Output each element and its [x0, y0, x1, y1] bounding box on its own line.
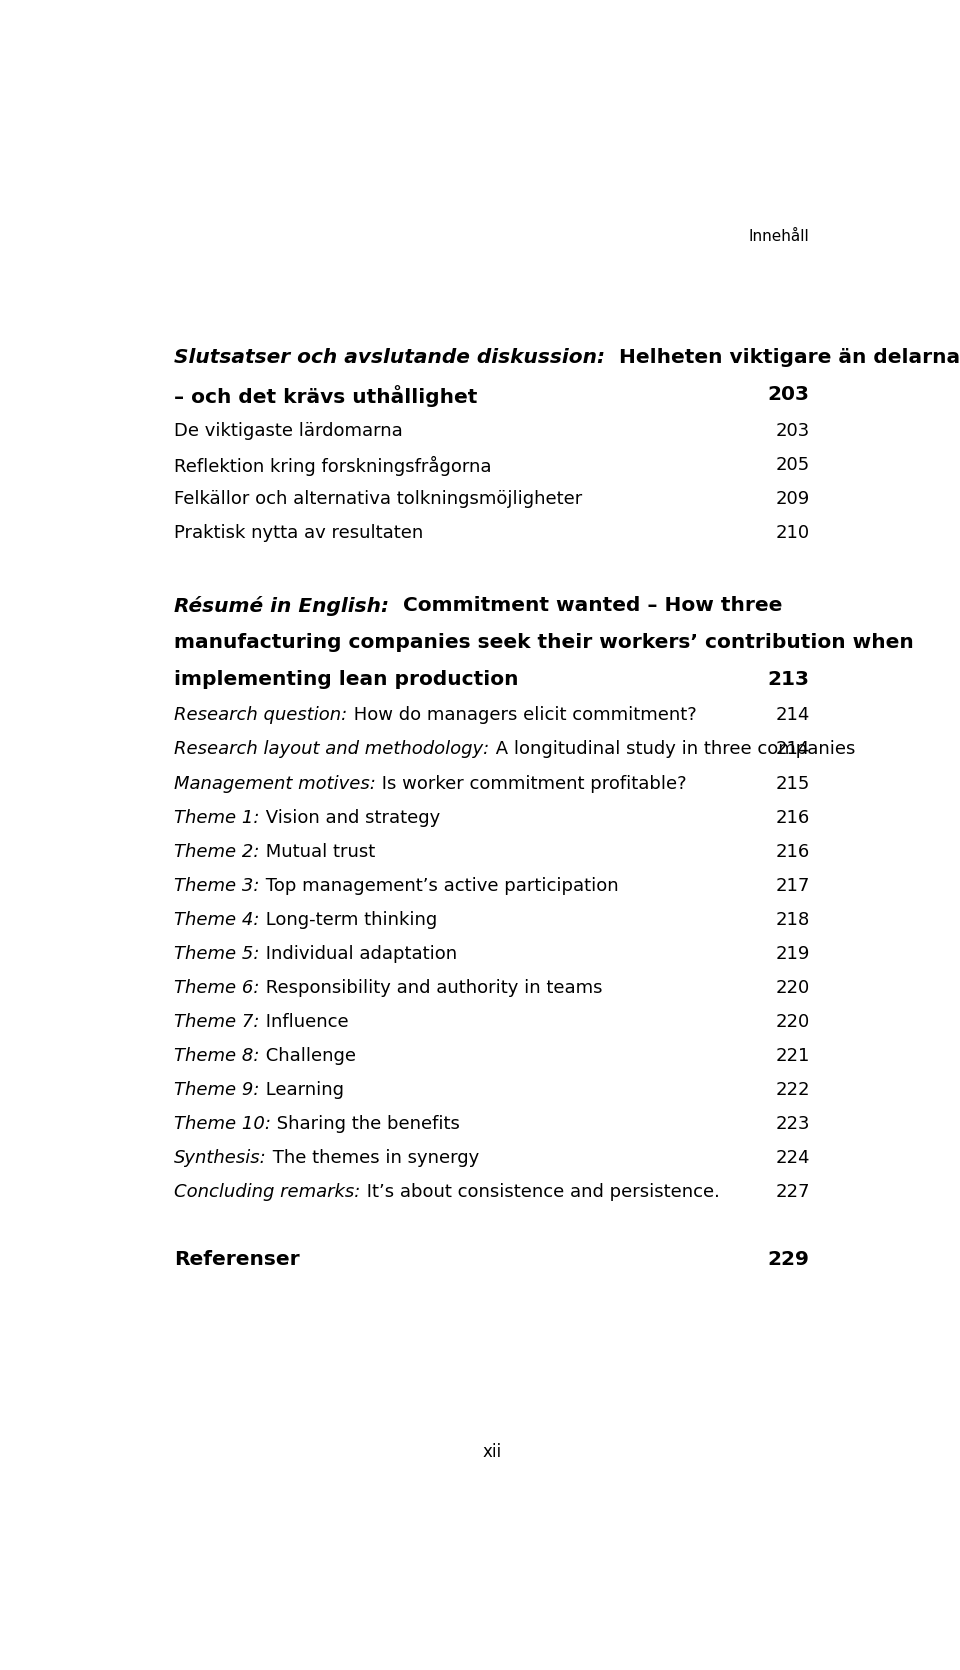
Text: Top management’s active participation: Top management’s active participation: [260, 877, 618, 895]
Text: Reflektion kring forskningsfrågorna: Reflektion kring forskningsfrågorna: [175, 456, 492, 476]
Text: Challenge: Challenge: [260, 1047, 356, 1065]
Text: Synthesis:: Synthesis:: [175, 1149, 267, 1167]
Text: Vision and strategy: Vision and strategy: [260, 808, 440, 827]
Text: 216: 216: [776, 808, 809, 827]
Text: 218: 218: [776, 910, 809, 929]
Text: 203: 203: [768, 384, 809, 404]
Text: Management motives:: Management motives:: [175, 775, 376, 793]
Text: 221: 221: [776, 1047, 809, 1065]
Text: Mutual trust: Mutual trust: [260, 843, 375, 860]
Text: 222: 222: [775, 1080, 809, 1099]
Text: 227: 227: [775, 1184, 809, 1201]
Text: 223: 223: [775, 1116, 809, 1134]
Text: Concluding remarks:: Concluding remarks:: [175, 1184, 361, 1201]
Text: implementing lean production: implementing lean production: [175, 670, 518, 688]
Text: Theme 3:: Theme 3:: [175, 877, 260, 895]
Text: 224: 224: [775, 1149, 809, 1167]
Text: Résumé in English:: Résumé in English:: [175, 596, 390, 616]
Text: Long-term thinking: Long-term thinking: [260, 910, 437, 929]
Text: 214: 214: [776, 706, 809, 725]
Text: 229: 229: [768, 1249, 809, 1269]
Text: 205: 205: [776, 456, 809, 474]
Text: Theme 9:: Theme 9:: [175, 1080, 260, 1099]
Text: 220: 220: [776, 1014, 809, 1030]
Text: – och det krävs uthållighet: – och det krävs uthållighet: [175, 384, 478, 407]
Text: Slutsatser och avslutande diskussion:: Slutsatser och avslutande diskussion:: [175, 349, 606, 367]
Text: manufacturing companies seek their workers’ contribution when: manufacturing companies seek their worke…: [175, 633, 914, 651]
Text: Theme 2:: Theme 2:: [175, 843, 260, 860]
Text: A longitudinal study in three companies: A longitudinal study in three companies: [490, 740, 855, 758]
Text: The themes in synergy: The themes in synergy: [267, 1149, 479, 1167]
Text: 216: 216: [776, 843, 809, 860]
Text: Innehåll: Innehåll: [749, 229, 809, 244]
Text: 213: 213: [768, 670, 809, 688]
Text: xii: xii: [483, 1443, 501, 1461]
Text: 217: 217: [776, 877, 809, 895]
Text: Theme 8:: Theme 8:: [175, 1047, 260, 1065]
Text: 220: 220: [776, 979, 809, 997]
Text: Theme 4:: Theme 4:: [175, 910, 260, 929]
Text: Research question:: Research question:: [175, 706, 348, 725]
Text: 215: 215: [776, 775, 809, 793]
Text: Theme 6:: Theme 6:: [175, 979, 260, 997]
Text: How do managers elicit commitment?: How do managers elicit commitment?: [348, 706, 696, 725]
Text: 214: 214: [776, 740, 809, 758]
Text: Praktisk nytta av resultaten: Praktisk nytta av resultaten: [175, 524, 423, 541]
Text: Theme 5:: Theme 5:: [175, 945, 260, 964]
Text: Theme 7:: Theme 7:: [175, 1014, 260, 1030]
Text: 219: 219: [776, 945, 809, 964]
Text: Felkällor och alternativa tolkningsmöjligheter: Felkällor och alternativa tolkningsmöjli…: [175, 489, 583, 508]
Text: Research layout and methodology:: Research layout and methodology:: [175, 740, 490, 758]
Text: Is worker commitment profitable?: Is worker commitment profitable?: [376, 775, 686, 793]
Text: De viktigaste lärdomarna: De viktigaste lärdomarna: [175, 421, 403, 439]
Text: Sharing the benefits: Sharing the benefits: [272, 1116, 460, 1134]
Text: Commitment wanted – How three: Commitment wanted – How three: [390, 596, 782, 616]
Text: 203: 203: [776, 421, 809, 439]
Text: Helheten viktigare än delarna: Helheten viktigare än delarna: [606, 349, 960, 367]
Text: 210: 210: [776, 524, 809, 541]
Text: Influence: Influence: [260, 1014, 348, 1030]
Text: Referenser: Referenser: [175, 1249, 300, 1269]
Text: Individual adaptation: Individual adaptation: [260, 945, 457, 964]
Text: Responsibility and authority in teams: Responsibility and authority in teams: [260, 979, 602, 997]
Text: Learning: Learning: [260, 1080, 344, 1099]
Text: 209: 209: [776, 489, 809, 508]
Text: It’s about consistence and persistence.: It’s about consistence and persistence.: [361, 1184, 720, 1201]
Text: Theme 10:: Theme 10:: [175, 1116, 272, 1134]
Text: Theme 1:: Theme 1:: [175, 808, 260, 827]
